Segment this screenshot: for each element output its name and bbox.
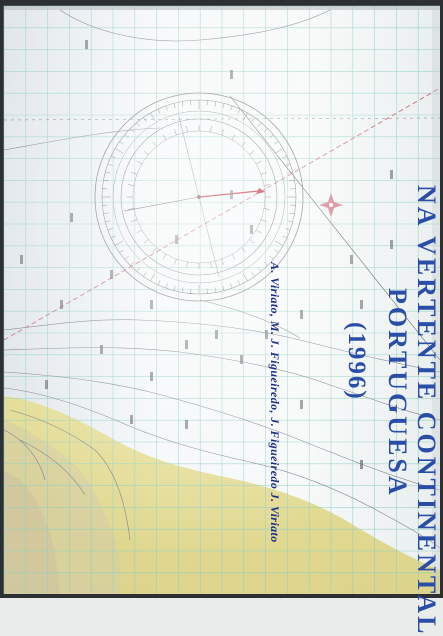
chart-year: (1996) (342, 322, 370, 401)
nautical-chart (0, 0, 443, 598)
chart-authors: A. Viriato, M. J. Figueiredo, J. Figueir… (267, 262, 282, 543)
chart-title-line2: PORTUGUESA (382, 288, 412, 498)
chart-title-line1: NA VERTENTE CONTINENTAL (411, 185, 441, 636)
